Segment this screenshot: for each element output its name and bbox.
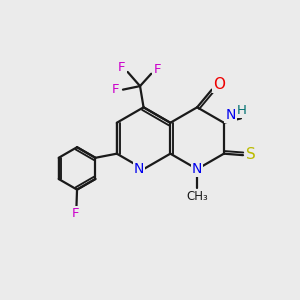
Text: S: S xyxy=(246,147,256,162)
Text: N: N xyxy=(225,107,236,122)
Text: F: F xyxy=(112,83,119,96)
Text: F: F xyxy=(118,61,125,74)
Text: N: N xyxy=(134,162,144,176)
Text: F: F xyxy=(153,63,161,76)
Text: H: H xyxy=(237,104,247,117)
Text: F: F xyxy=(72,207,80,220)
Text: CH₃: CH₃ xyxy=(187,190,208,203)
Text: O: O xyxy=(213,77,225,92)
Text: N: N xyxy=(192,162,202,176)
